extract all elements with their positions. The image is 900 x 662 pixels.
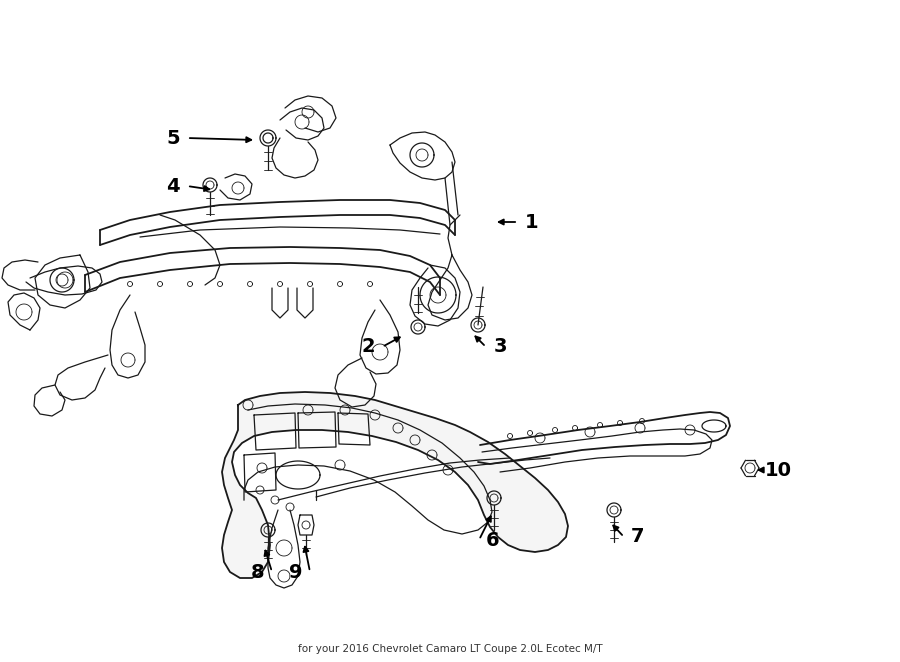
Text: 4: 4 — [166, 177, 180, 195]
Text: 3: 3 — [493, 338, 507, 357]
Polygon shape — [222, 392, 568, 578]
Text: 8: 8 — [251, 563, 265, 581]
Text: 1: 1 — [526, 213, 539, 232]
Text: 6: 6 — [486, 530, 500, 549]
Text: 5: 5 — [166, 128, 180, 148]
Text: 7: 7 — [631, 528, 644, 547]
Text: for your 2016 Chevrolet Camaro LT Coupe 2.0L Ecotec M/T: for your 2016 Chevrolet Camaro LT Coupe … — [298, 644, 602, 654]
Text: 10: 10 — [764, 461, 791, 479]
Text: 9: 9 — [289, 563, 302, 581]
Text: 2: 2 — [361, 338, 374, 357]
